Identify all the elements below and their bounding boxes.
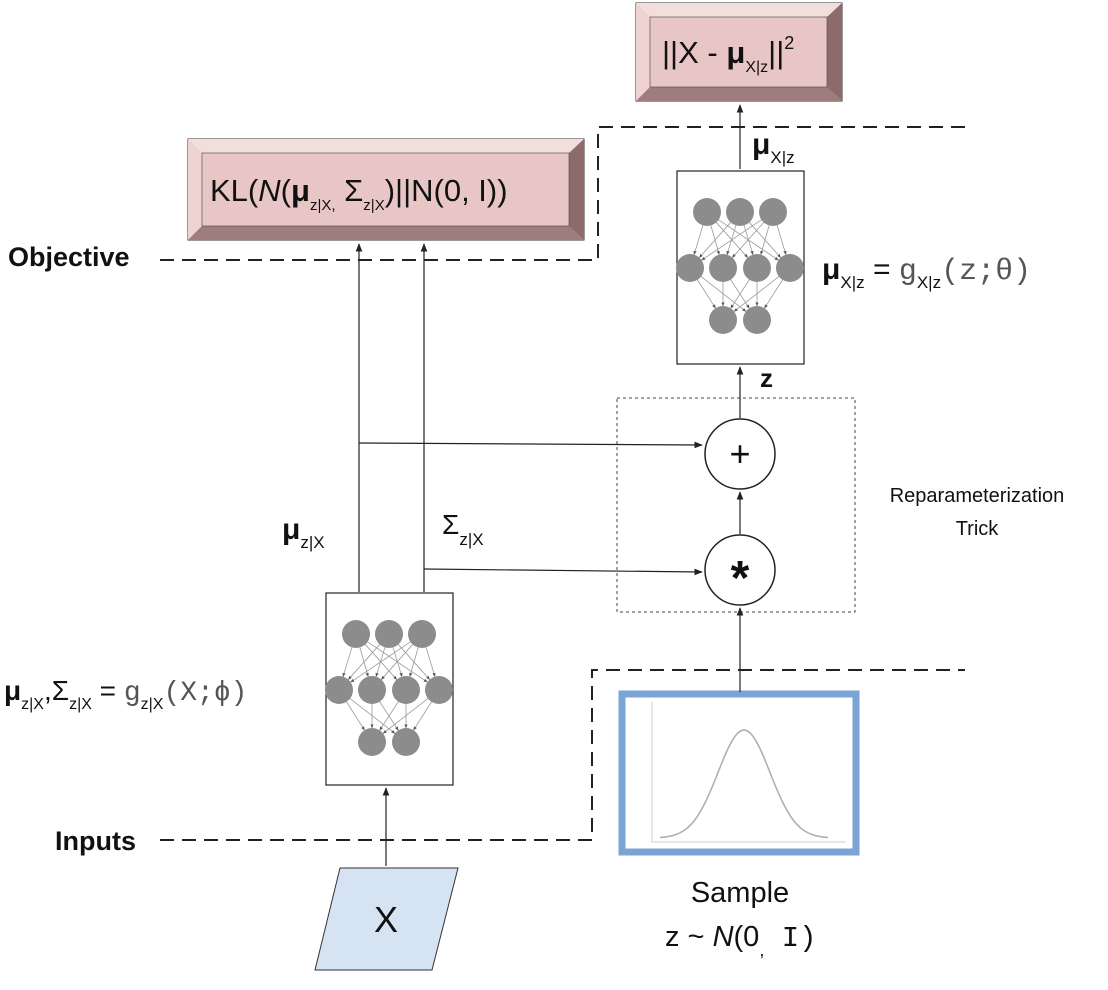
objective-label: Objective xyxy=(8,242,130,272)
neuron xyxy=(425,676,453,704)
mu-x-given-z-label: μX|z xyxy=(752,128,795,167)
sample-distribution-box xyxy=(618,690,860,856)
decoder-neurons xyxy=(676,198,804,334)
network-edge xyxy=(409,646,419,677)
reparameterization-label-line2: Trick xyxy=(956,518,1000,540)
neuron xyxy=(358,728,386,756)
neuron xyxy=(743,306,771,334)
sigma-z-given-x-label: Σz|X xyxy=(442,509,484,549)
neuron xyxy=(408,620,436,648)
network-edge xyxy=(382,697,429,734)
network-edge xyxy=(764,278,784,309)
encoder-edges xyxy=(342,640,436,734)
network-edge xyxy=(378,700,399,731)
network-edge xyxy=(397,643,430,680)
plus-icon: + xyxy=(729,433,750,474)
network-edge xyxy=(733,275,780,312)
neuron xyxy=(743,254,771,282)
network-edge xyxy=(760,224,770,255)
network-edge xyxy=(701,218,763,261)
network-edge xyxy=(732,221,765,258)
encoder-network xyxy=(325,592,454,786)
gaussian-curve xyxy=(659,729,829,839)
arrow-mu-to-plus xyxy=(358,441,703,449)
reparameterization-box xyxy=(616,397,856,613)
kl-loss-label: KL(N(μz|X, Σz|X)||N(0, I)) xyxy=(210,173,508,214)
input-x-label: X xyxy=(374,899,398,940)
network-edge xyxy=(379,700,400,731)
encoder-neurons xyxy=(325,620,453,756)
objective-separator-line xyxy=(160,126,965,261)
sample-distribution-label: z ~ N(0, I) xyxy=(665,921,817,960)
network-edge xyxy=(693,224,704,255)
mu-z-given-x-label: μz|X xyxy=(282,513,325,552)
inputs-label: Inputs xyxy=(55,826,136,856)
neuron xyxy=(709,306,737,334)
neuron xyxy=(358,676,386,704)
neuron xyxy=(392,676,420,704)
network-edge xyxy=(776,224,787,255)
neuron xyxy=(776,254,804,282)
reparameterization-label-line1: Reparameterization xyxy=(890,485,1065,507)
network-edge xyxy=(748,221,781,258)
network-edge xyxy=(342,646,353,677)
neuron xyxy=(676,254,704,282)
network-edge xyxy=(381,643,414,680)
asterisk-icon: * xyxy=(731,552,750,605)
input-x-node: X xyxy=(314,867,459,971)
neuron xyxy=(726,198,754,226)
z-label: z xyxy=(760,363,773,393)
neuron xyxy=(375,620,403,648)
network-edge xyxy=(425,646,436,677)
network-edge xyxy=(413,700,433,731)
decoder-edges xyxy=(693,218,787,312)
sample-label: Sample xyxy=(691,877,789,909)
neuron xyxy=(342,620,370,648)
neuron xyxy=(325,676,353,704)
inputs-separator-line xyxy=(160,669,965,841)
decoder-network xyxy=(676,170,805,365)
arrow-sigma-to-multiply xyxy=(423,568,703,576)
reconstruction-loss-box: ||X - μX|z||2 xyxy=(635,2,843,102)
decoder-equation: μX|z = gX|z(z;θ) xyxy=(822,253,1031,292)
encoder-equation: μz|X,Σz|X = gz|X(X;ϕ) xyxy=(4,675,247,713)
network-edge xyxy=(345,700,365,731)
plus-operator: + xyxy=(704,418,776,490)
neuron xyxy=(392,728,420,756)
multiply-operator: * xyxy=(704,534,776,606)
kl-loss-box: KL(N(μz|X, Σz|X)||N(0, I)) xyxy=(187,138,585,241)
neuron xyxy=(759,198,787,226)
network-edge xyxy=(696,278,716,309)
network-edge xyxy=(699,221,732,258)
network-edge xyxy=(350,640,412,683)
neuron xyxy=(709,254,737,282)
network-edge xyxy=(348,643,381,680)
reconstruction-loss-label: ||X - μX|z||2 xyxy=(662,33,794,76)
network-edge xyxy=(729,278,750,309)
network-edge xyxy=(730,278,751,309)
neuron xyxy=(693,198,721,226)
arrows xyxy=(355,104,744,866)
